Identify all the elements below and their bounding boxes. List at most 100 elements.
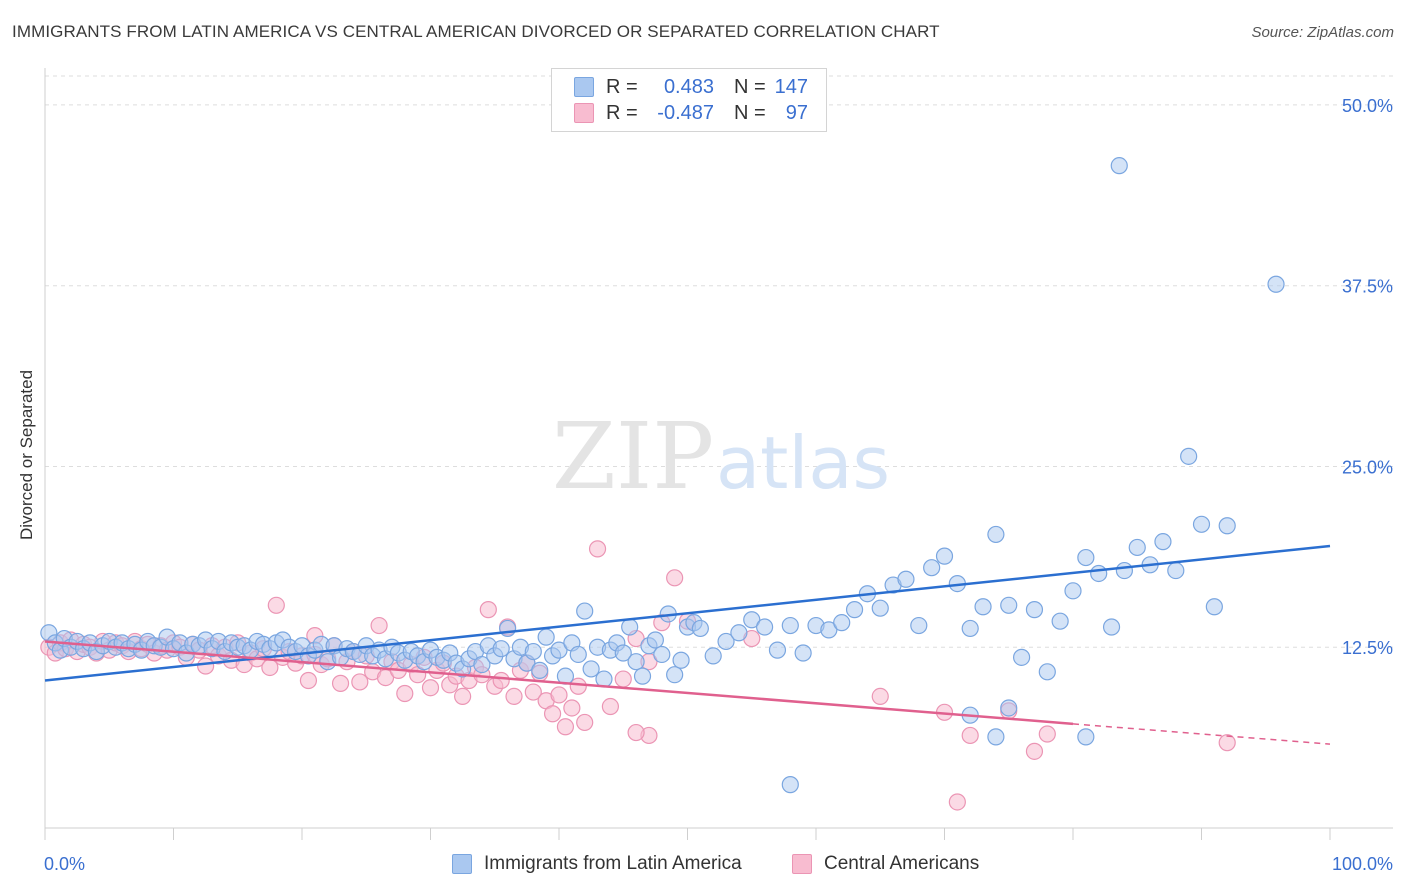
data-point-central-americans	[267, 596, 285, 614]
data-point-latin-america	[550, 641, 568, 659]
data-point-latin-america	[974, 598, 992, 616]
data-point-latin-america	[755, 618, 774, 636]
legend-r-label: R =	[606, 75, 638, 98]
data-point-latin-america	[1038, 663, 1056, 681]
legend-n-value: 97	[785, 101, 808, 124]
source-credit: Source: ZipAtlas.com	[1251, 24, 1394, 41]
data-point-latin-america	[794, 644, 812, 662]
data-point-central-americans	[492, 671, 510, 690]
data-point-latin-america	[672, 651, 690, 669]
watermark-zip: ZIP	[552, 403, 714, 510]
data-point-central-americans	[588, 540, 607, 558]
data-point-latin-america	[531, 661, 549, 679]
x-tick-label-min: 0.0%	[44, 854, 85, 874]
x-tick-label-max: 100.0%	[1332, 854, 1393, 874]
data-point-latin-america	[935, 547, 954, 565]
data-point-latin-america	[704, 647, 722, 665]
chart-title: IMMIGRANTS FROM LATIN AMERICA VS CENTRAL…	[12, 22, 940, 41]
data-point-latin-america	[1110, 157, 1128, 175]
y-tick-labels: 12.5% 25.0% 37.5% 50.0%	[1342, 96, 1393, 658]
y-tick-label: 50.0%	[1342, 96, 1393, 116]
data-point-latin-america	[1154, 533, 1172, 551]
data-point-latin-america	[1102, 618, 1121, 636]
data-point-latin-america	[871, 599, 889, 617]
axes	[44, 68, 1393, 829]
data-point-latin-america	[537, 628, 555, 646]
data-point-central-americans	[614, 670, 632, 688]
data-point-latin-america	[691, 619, 709, 638]
legend-swatch-pink	[574, 103, 594, 123]
bottom-legend-swatch-pink	[792, 854, 812, 874]
data-point-latin-america	[499, 619, 517, 638]
data-point-latin-america	[582, 660, 600, 678]
data-point-latin-america	[666, 666, 684, 684]
trend-lines	[44, 544, 1331, 745]
watermark: ZIP atlas	[552, 403, 890, 510]
data-point-latin-america	[987, 525, 1005, 544]
data-point-central-americans	[627, 723, 645, 742]
trend-line-central-americans-extension	[1072, 723, 1331, 745]
data-point-latin-america	[1205, 598, 1223, 616]
bottom-legend-series1: Immigrants from Latin America	[452, 852, 742, 876]
legend-r-value: 0.483	[663, 75, 714, 98]
legend-row-series1: R = 0.483 N = 147	[574, 75, 808, 99]
data-point-latin-america	[1012, 648, 1031, 666]
data-point-central-americans	[421, 679, 440, 697]
data-point-central-americans	[351, 673, 369, 691]
data-point-latin-america	[1267, 275, 1285, 293]
data-point-latin-america	[1000, 699, 1018, 717]
data-point-latin-america	[1077, 548, 1095, 567]
data-point-latin-america	[910, 616, 928, 635]
data-point-latin-america	[1128, 538, 1146, 557]
data-point-central-americans	[666, 569, 684, 587]
data-point-latin-america	[820, 621, 838, 639]
data-point-latin-america	[653, 645, 671, 664]
data-point-latin-america	[833, 614, 851, 632]
data-point-central-americans	[550, 686, 568, 704]
data-point-central-americans	[563, 699, 581, 717]
data-point-central-americans	[524, 683, 542, 701]
data-point-latin-america	[633, 667, 652, 685]
data-point-latin-america	[923, 559, 941, 577]
data-point-latin-america	[1064, 582, 1082, 600]
data-point-central-americans	[1038, 725, 1056, 743]
data-point-central-americans	[1218, 734, 1236, 752]
data-point-latin-america	[961, 619, 979, 638]
legend-r-value: -0.487	[657, 101, 714, 124]
x-tick-labels: 0.0% 100.0%	[44, 854, 1393, 874]
bottom-legend-series2: Central Americans	[792, 852, 979, 876]
data-point-latin-america	[781, 776, 799, 794]
data-point-central-americans	[948, 793, 966, 811]
data-point-latin-america	[576, 602, 594, 620]
legend-n-label: N =	[734, 75, 766, 98]
legend-n-value: 147	[774, 75, 808, 98]
data-point-central-americans	[396, 684, 414, 703]
data-point-latin-america	[1115, 561, 1134, 580]
correlation-legend: R = 0.483 N = 147 R = -0.487 N = 97	[551, 68, 827, 132]
data-point-latin-america	[1218, 517, 1236, 535]
data-point-latin-america	[1192, 515, 1211, 533]
data-point-central-americans	[1025, 742, 1044, 760]
data-point-latin-america	[1167, 561, 1185, 580]
legend-swatch-blue	[574, 77, 594, 97]
data-point-central-americans	[961, 726, 979, 745]
data-point-central-americans	[871, 687, 889, 706]
legend-row-series2: R = -0.487 N = 97	[574, 101, 808, 125]
data-point-latin-america	[524, 642, 542, 661]
legend-r-label: R =	[606, 101, 638, 124]
data-point-latin-america	[569, 645, 587, 664]
data-point-latin-america	[987, 728, 1005, 746]
data-point-latin-america	[781, 616, 799, 635]
data-point-latin-america	[845, 601, 864, 619]
data-point-latin-america	[1000, 596, 1018, 614]
data-point-central-americans	[543, 705, 562, 723]
y-tick-label: 25.0%	[1342, 457, 1393, 477]
data-point-latin-america	[1180, 447, 1198, 465]
watermark-atlas: atlas	[716, 421, 890, 505]
data-point-latin-america	[1051, 612, 1069, 630]
data-point-central-americans	[556, 718, 575, 736]
bottom-legend-label-2: Central Americans	[824, 853, 980, 874]
data-point-latin-america	[621, 618, 639, 636]
data-point-central-americans	[331, 674, 350, 692]
